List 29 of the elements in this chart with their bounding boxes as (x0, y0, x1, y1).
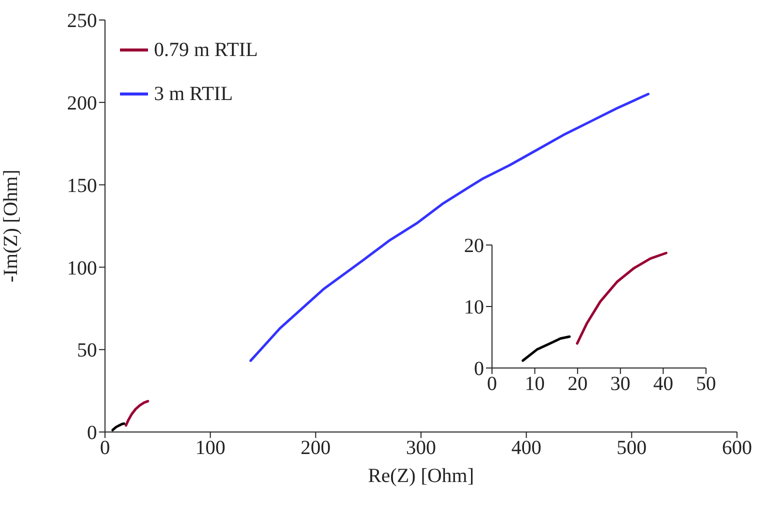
y-tick-label: 100 (67, 257, 97, 280)
y-tick-label: 50 (77, 340, 97, 362)
y-tick-label: 0 (87, 422, 97, 444)
x-tick-label: 50 (696, 373, 716, 396)
x-tick-label: 30 (610, 373, 630, 396)
y-tick-label: 0 (474, 358, 484, 380)
legend-label: 0.79 m RTIL (154, 38, 258, 62)
x-tick-label: 40 (653, 373, 674, 396)
y-axis-title: -Im(Z) [Ohm] (0, 170, 22, 282)
line-series (124, 400, 150, 427)
x-tick-label: 600 (722, 437, 752, 460)
x-axis-title: Re(Z) [Ohm] (368, 465, 474, 487)
x-tick-label: 100 (195, 437, 226, 460)
line-series (111, 422, 126, 432)
y-tick-label: 10 (464, 296, 484, 319)
x-tick-label: 400 (511, 437, 542, 460)
line-series (249, 92, 650, 362)
x-tick-label: 300 (406, 437, 436, 460)
y-tick-label: 150 (67, 174, 97, 197)
line-series (522, 335, 571, 362)
x-tick-label: 20 (568, 373, 588, 396)
y-tick-label: 20 (464, 235, 484, 258)
y-tick-label: 250 (67, 10, 97, 32)
y-tick-label: 200 (67, 92, 97, 114)
x-tick-label: 200 (300, 437, 331, 460)
x-tick-label: 10 (524, 373, 545, 396)
line-series (576, 252, 668, 345)
x-tick-label: 500 (616, 437, 647, 460)
legend-label: 3 m RTIL (154, 82, 233, 106)
